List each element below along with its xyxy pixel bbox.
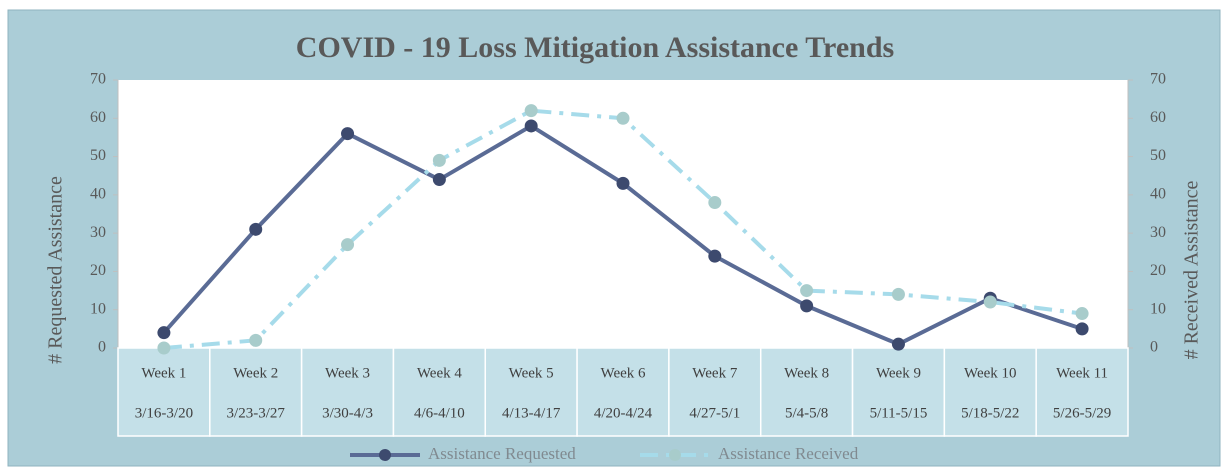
x-tick-label: Week 3 [325, 365, 370, 381]
series-marker [800, 299, 814, 313]
y-tick-label: 0 [98, 339, 106, 356]
y-tick-label: 20 [90, 262, 106, 279]
series-marker [157, 326, 171, 340]
y-tick-label: 50 [90, 147, 106, 164]
x-tick-date: 4/27-5/1 [689, 405, 740, 421]
x-tick-label: Week 9 [876, 365, 921, 381]
series-marker [616, 111, 630, 125]
legend-label: Assistance Requested [428, 444, 576, 463]
x-tick-label: Week 11 [1056, 365, 1108, 381]
category-cell [484, 347, 578, 437]
series-marker [524, 104, 538, 118]
category-cell [209, 347, 303, 437]
x-tick-date: 3/23-3/27 [227, 405, 286, 421]
category-cell [576, 347, 670, 437]
series-marker [983, 295, 997, 309]
series-marker [891, 337, 905, 351]
y-tick-label: 40 [90, 186, 106, 203]
category-cell [117, 347, 211, 437]
category-cell [851, 347, 946, 437]
y2-tick-label: 10 [1150, 300, 1166, 317]
series-marker [249, 333, 263, 347]
y-tick-label: 30 [90, 224, 106, 241]
legend-marker [379, 449, 391, 461]
category-cell [943, 347, 1037, 437]
category-cell [300, 347, 395, 437]
y2-tick-label: 30 [1150, 224, 1166, 241]
x-tick-date: 5/18-5/22 [961, 405, 1019, 421]
x-tick-date: 5/26-5/29 [1053, 405, 1111, 421]
series-marker [800, 284, 814, 298]
series-marker [1075, 307, 1089, 321]
x-tick-label: Week 6 [600, 365, 646, 381]
x-tick-label: Week 2 [233, 365, 278, 381]
x-tick-date: 5/4-5/8 [785, 405, 828, 421]
series-marker [432, 153, 446, 167]
x-tick-label: Week 7 [692, 365, 738, 381]
category-cell [1035, 347, 1129, 437]
series-marker [341, 238, 355, 252]
series-marker [524, 119, 538, 133]
y-tick-label: 60 [90, 109, 106, 126]
category-cell [759, 347, 854, 437]
series-marker [708, 196, 722, 210]
y2-tick-label: 20 [1150, 262, 1166, 279]
y2-tick-label: 60 [1150, 109, 1166, 126]
series-marker [341, 127, 355, 141]
series-marker [432, 173, 446, 187]
x-tick-date: 4/20-4/24 [594, 405, 653, 421]
series-marker [1075, 322, 1089, 336]
x-tick-label: Week 8 [784, 365, 829, 381]
y2-tick-label: 40 [1150, 186, 1166, 203]
series-marker [891, 287, 905, 301]
x-tick-label: Week 4 [417, 365, 463, 381]
series-marker [616, 176, 630, 190]
category-cell [392, 347, 487, 437]
legend-marker [669, 449, 681, 461]
y-tick-label: 10 [90, 300, 106, 317]
y-axis-title: # Requested Assistance [45, 176, 67, 364]
category-cell [668, 347, 762, 437]
chart-title: COVID - 19 Loss Mitigation Assistance Tr… [296, 31, 894, 64]
series-marker [249, 222, 263, 236]
y2-tick-label: 0 [1150, 339, 1158, 356]
series-marker [157, 341, 171, 355]
x-tick-date: 3/30-4/3 [322, 405, 373, 421]
x-tick-label: Week 1 [141, 365, 186, 381]
y-tick-label: 70 [90, 71, 106, 88]
series-marker [708, 249, 722, 263]
y2-tick-label: 50 [1150, 147, 1166, 164]
y2-tick-label: 70 [1150, 71, 1166, 88]
x-tick-label: Week 5 [509, 365, 554, 381]
x-tick-date: 4/13-4/17 [502, 405, 561, 421]
x-tick-date: 4/6-4/10 [414, 405, 465, 421]
y2-axis-title: # Received Assistance [1181, 180, 1203, 359]
x-tick-label: Week 10 [964, 365, 1017, 381]
legend-label: Assistance Received [718, 444, 859, 463]
x-tick-date: 5/11-5/15 [870, 405, 928, 421]
x-tick-date: 3/16-3/20 [135, 405, 193, 421]
